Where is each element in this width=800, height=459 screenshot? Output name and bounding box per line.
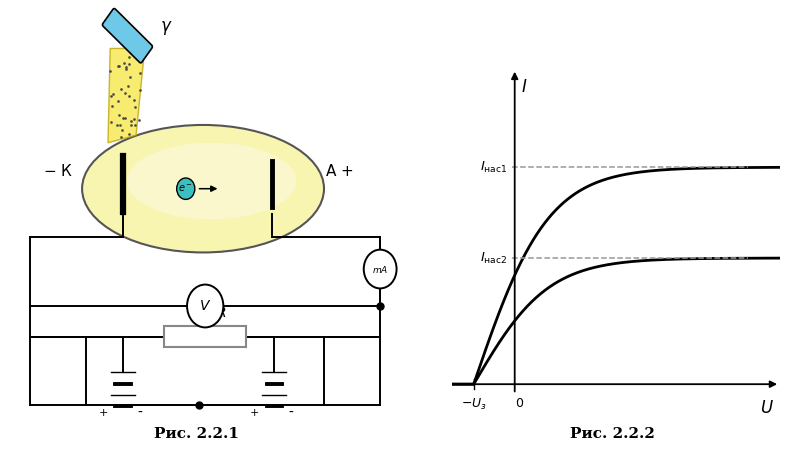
Ellipse shape <box>127 143 296 219</box>
Text: +: + <box>99 408 108 418</box>
Text: $I$: $I$ <box>521 78 527 96</box>
FancyBboxPatch shape <box>164 326 246 347</box>
Text: -: - <box>137 406 142 420</box>
Polygon shape <box>108 49 145 143</box>
Circle shape <box>187 285 223 327</box>
Circle shape <box>364 250 397 288</box>
Text: $-$ К: $-$ К <box>43 163 74 179</box>
Text: Рис. 2.2.1: Рис. 2.2.1 <box>154 426 238 441</box>
Text: +: + <box>250 408 259 418</box>
Text: $V$: $V$ <box>199 299 211 313</box>
Text: 0: 0 <box>515 397 523 410</box>
Text: А $+$: А $+$ <box>325 163 354 179</box>
Text: $I_{\text{нас2}}$: $I_{\text{нас2}}$ <box>480 251 507 266</box>
Text: Рис. 2.2.2: Рис. 2.2.2 <box>570 426 654 441</box>
Text: $\gamma$: $\gamma$ <box>160 19 173 37</box>
Text: -: - <box>288 406 293 420</box>
Text: $-U_з$: $-U_з$ <box>461 397 486 412</box>
FancyBboxPatch shape <box>102 8 153 63</box>
Text: $I_{\text{нас1}}$: $I_{\text{нас1}}$ <box>480 160 507 175</box>
Text: $mA$: $mA$ <box>372 263 388 274</box>
Text: $e^-$: $e^-$ <box>178 183 193 194</box>
Text: $U$: $U$ <box>760 399 774 417</box>
Circle shape <box>177 178 195 199</box>
Ellipse shape <box>82 125 324 252</box>
Text: $R$: $R$ <box>216 306 226 320</box>
